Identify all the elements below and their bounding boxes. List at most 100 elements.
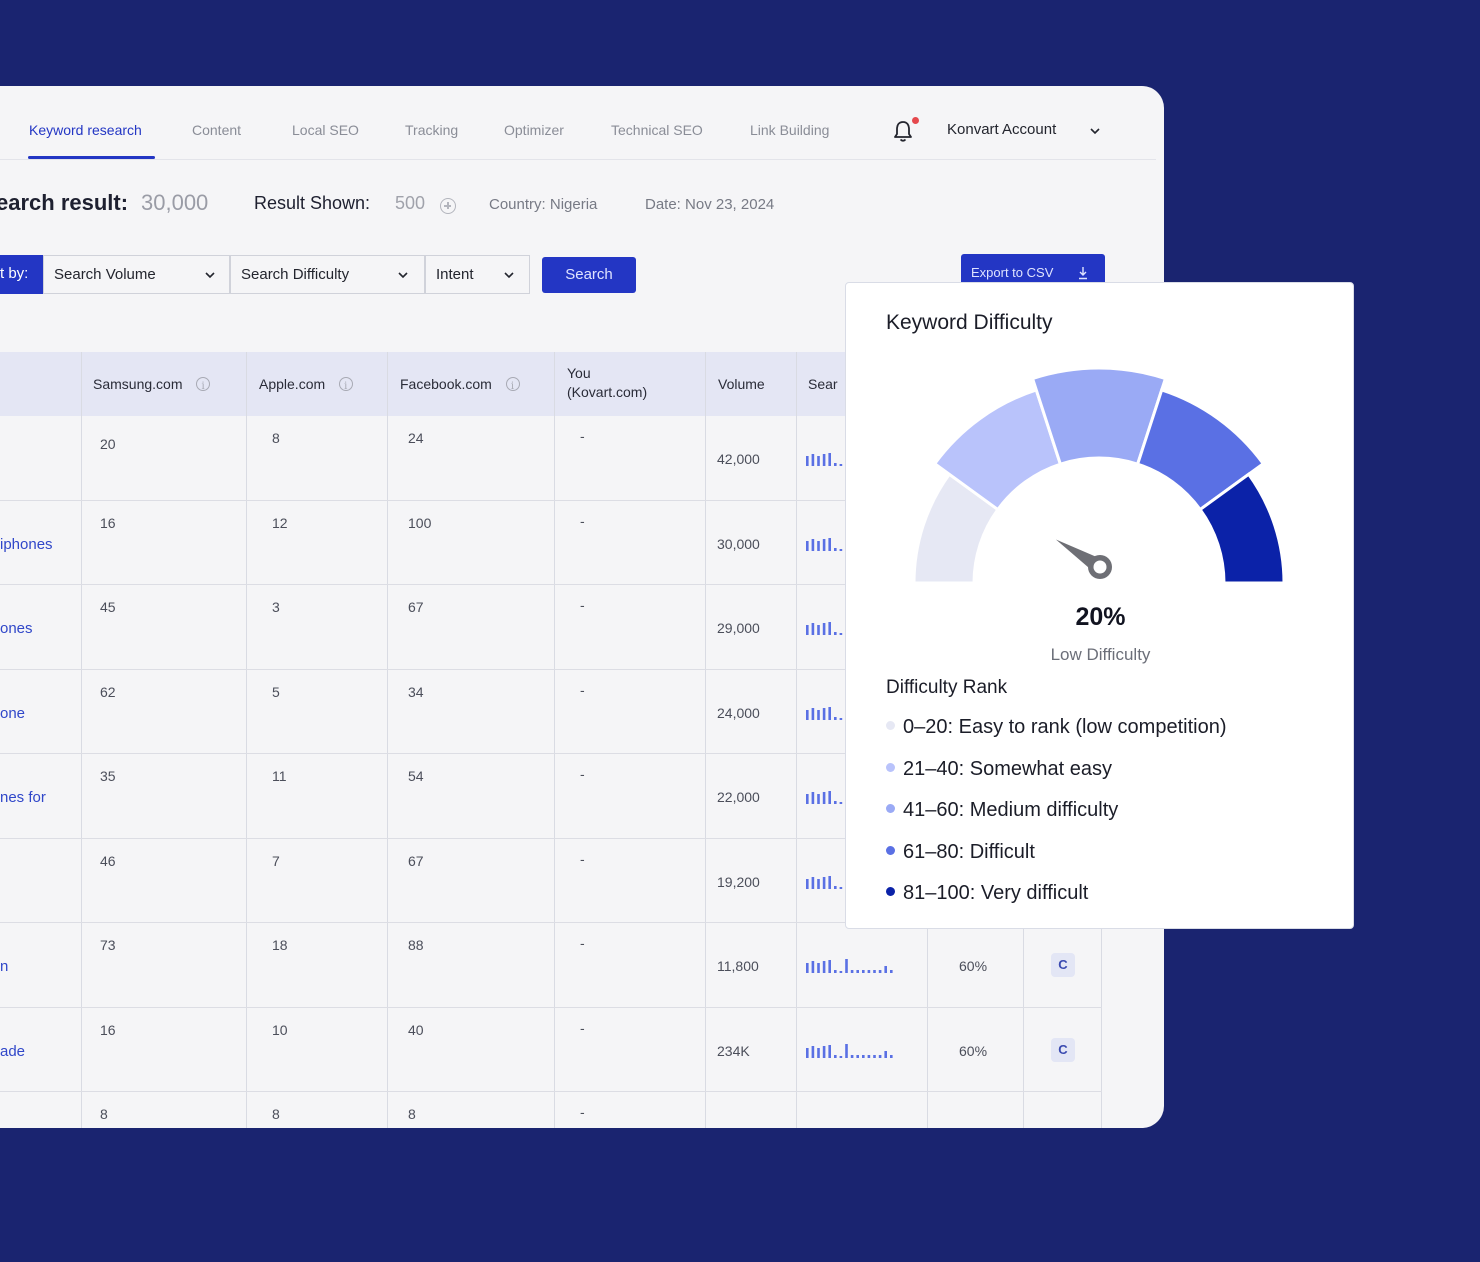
search-trend-sparkline [806, 706, 843, 720]
apple-rank: 7 [272, 852, 280, 869]
tab-optimizer[interactable]: Optimizer [504, 122, 564, 138]
table-row[interactable]: nes for 35 11 54 - 22,000 [0, 754, 1102, 839]
legend-label: 0–20: Easy to rank (low competition) [903, 716, 1227, 738]
tab-link-building[interactable]: Link Building [750, 122, 830, 138]
plus-circle-icon[interactable] [440, 198, 456, 214]
chevron-down-icon [504, 272, 514, 279]
sparkline-bar [817, 794, 820, 804]
volume-value: 22,000 [717, 789, 760, 805]
search-trend-sparkline [806, 1043, 893, 1058]
tab-technical-seo[interactable]: Technical SEO [611, 122, 703, 138]
keyword-difficulty-card: Keyword Difficulty 20% Low Difficulty Di… [845, 282, 1354, 929]
kd-value: 60% [959, 1042, 988, 1059]
chevron-down-icon[interactable] [1090, 126, 1100, 136]
sparkline-bar [845, 959, 848, 973]
column-header-samsung[interactable]: Samsung.com [81, 352, 211, 416]
you-rank: - [580, 428, 585, 444]
you-rank: - [580, 766, 585, 782]
keyword-link[interactable]: ade [0, 1042, 26, 1060]
sparkline-bar [890, 970, 893, 973]
table-row[interactable]: n 73 18 88 - 11,800 60% C [0, 923, 1102, 1008]
table-row[interactable]: ones 45 3 67 - 29,000 [0, 585, 1102, 670]
sparkline-bar [839, 633, 843, 635]
search-trend-sparkline [806, 959, 893, 973]
sparkline-bar [890, 1054, 893, 1058]
facebook-rank: 100 [408, 514, 432, 531]
tab-keyword-research[interactable]: Keyword research [29, 122, 142, 138]
samsung-rank: 35 [100, 768, 116, 784]
chevron-down-icon [205, 272, 215, 279]
legend-dot-icon [886, 887, 895, 896]
volume-value: 29,000 [717, 620, 760, 636]
search-trend-sparkline [806, 453, 843, 466]
legend-dot-icon [886, 845, 895, 855]
sparkline-bar [856, 970, 859, 973]
search-volume-select[interactable]: Search Volume [43, 255, 230, 294]
search-trend-sparkline [806, 537, 843, 551]
facebook-rank: 67 [408, 852, 424, 869]
column-header-apple[interactable]: Apple.com [247, 352, 354, 416]
sparkline-bar [834, 885, 837, 889]
table-row[interactable]: 20 8 24 - 42,000 [0, 416, 1102, 501]
samsung-rank: 16 [100, 1021, 116, 1038]
keyword-link[interactable]: one [0, 704, 26, 722]
sparkline-bar [873, 970, 876, 973]
volume-value: 30,000 [717, 535, 760, 552]
keyword-link[interactable]: n [0, 958, 9, 975]
difficulty-caption: Low Difficulty [1050, 645, 1151, 664]
apple-rank: 5 [272, 683, 280, 700]
sparkline-bar [828, 622, 831, 635]
sparkline-bar [834, 463, 837, 466]
sparkline-bar [839, 464, 843, 466]
keyword-link[interactable]: ones [0, 620, 33, 637]
search-difficulty-select[interactable]: Search Difficulty [230, 255, 425, 294]
keyword-link[interactable]: iphones [0, 535, 53, 553]
sparkline-bar [822, 876, 826, 889]
table-row[interactable]: ade 16 10 40 - 234K 60% C [0, 1008, 1102, 1092]
keyword-link[interactable]: nes for [0, 789, 46, 806]
select-value: Search Difficulty [241, 266, 350, 283]
sparkline-bar [822, 454, 826, 466]
info-icon[interactable] [196, 377, 211, 396]
download-icon [1079, 267, 1087, 280]
volume-value: 234K [717, 1042, 750, 1059]
apple-rank: 8 [272, 1106, 280, 1122]
bell-icon[interactable] [892, 119, 914, 143]
sparkline-bar [817, 709, 820, 720]
sparkline-bar [817, 1047, 820, 1058]
keyword-link[interactable]: nones [0, 1127, 41, 1128]
result-label: earch result: [0, 190, 129, 215]
intent-badge: C [1051, 1037, 1075, 1062]
column-header-search-trend[interactable]: Sear [808, 375, 838, 392]
column-header-you[interactable]: You (Kovart.com) [567, 365, 648, 400]
difficulty-gauge [912, 369, 1286, 585]
tab-local-seo[interactable]: Local SEO [292, 122, 359, 138]
sparkline-bar [839, 1055, 843, 1058]
date-info: Date: Nov 23, 2024 [645, 196, 775, 213]
legend-dot-icon [886, 804, 895, 813]
info-icon[interactable] [505, 377, 520, 396]
gauge-segment [1030, 369, 1168, 467]
sparkline-bar [822, 623, 826, 635]
sparkline-bar [884, 1050, 887, 1058]
account-name[interactable]: Konvart Account [947, 121, 1057, 138]
tab-content[interactable]: Content [192, 122, 242, 138]
sparkline-bar [811, 1045, 815, 1058]
gauge-segment [1135, 388, 1266, 512]
sparkline-bar [873, 1054, 876, 1058]
table-row[interactable]: nones 8 8 8 - [0, 1092, 1102, 1128]
column-header-facebook[interactable]: Facebook.com [388, 352, 520, 416]
table-row[interactable]: one 62 5 34 - 24,000 [0, 670, 1102, 754]
table-row[interactable]: iphones 16 12 100 - 30,000 [0, 501, 1102, 585]
legend-label: 21–40: Somewhat easy [903, 757, 1113, 780]
column-header-volume[interactable]: Volume [718, 375, 765, 392]
info-icon[interactable] [339, 377, 354, 396]
intent-select[interactable]: Intent [425, 255, 530, 294]
table-row[interactable]: 46 7 67 - 19,200 [0, 839, 1102, 923]
shown-value: 500 [395, 193, 426, 213]
apple-rank: 10 [272, 1021, 288, 1038]
search-button[interactable]: Search [542, 257, 636, 293]
sparkline-bar [862, 1054, 865, 1058]
tab-tracking[interactable]: Tracking [405, 122, 459, 138]
volume-value: 11,800 [717, 958, 759, 974]
